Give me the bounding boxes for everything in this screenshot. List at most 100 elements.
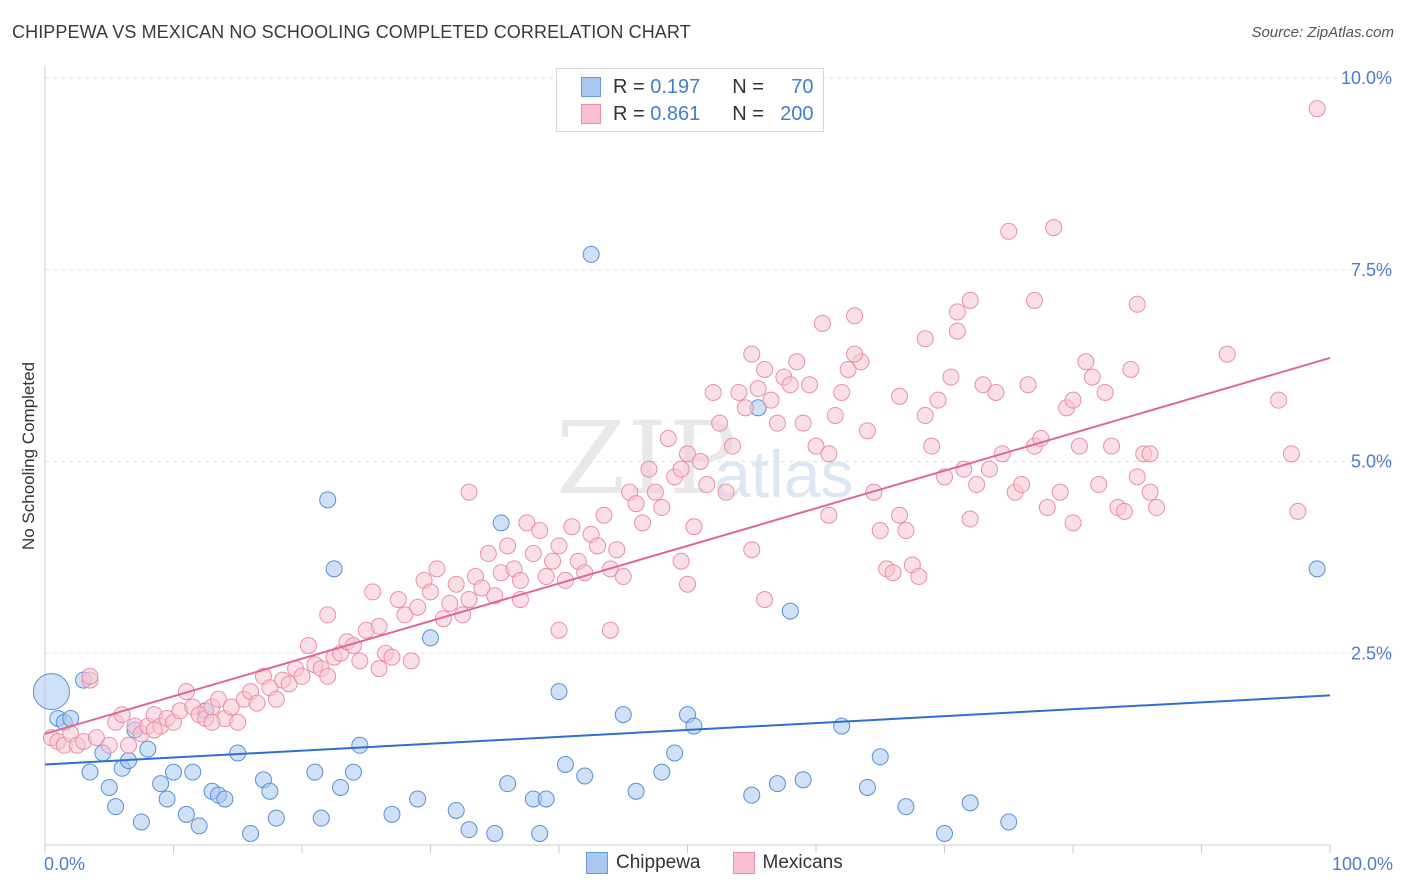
chippewa-point: [858, 778, 876, 796]
mexicans-point: [781, 376, 799, 394]
mexicans-point: [486, 587, 504, 605]
mexicans-point: [550, 621, 568, 639]
mexicans-point: [608, 541, 626, 559]
mexicans-point: [987, 383, 1005, 401]
mexicans-point: [820, 506, 838, 524]
mexicans-point: [839, 360, 857, 378]
chippewa-point: [383, 805, 401, 823]
mexicans-point: [672, 460, 690, 478]
legend-r-value: 0.861: [650, 102, 701, 125]
chippewa-point: [486, 824, 504, 842]
chippewa-point: [165, 763, 182, 781]
chippewa-point: [550, 683, 568, 701]
legend-swatch-mexicans: [581, 104, 601, 124]
chippewa-point: [409, 790, 427, 808]
mexicans-point: [511, 571, 529, 589]
mexicans-point: [1096, 383, 1114, 401]
mexicans-point: [891, 387, 909, 405]
series-label-mexicans: Mexicans: [762, 852, 843, 873]
chippewa-point: [492, 514, 510, 532]
mexicans-point: [396, 606, 414, 624]
chippewa-point: [312, 809, 330, 827]
chart-source: Source: ZipAtlas.com: [1251, 24, 1394, 41]
mexicans-point: [916, 406, 934, 424]
legend-row-chippewa: R = 0.197 N = 70: [581, 74, 814, 100]
mexicans-point: [1148, 499, 1166, 517]
mexicans-point: [389, 591, 407, 609]
chippewa-point: [216, 790, 234, 808]
mexicans-point: [1032, 429, 1050, 447]
chippewa-point: [1000, 813, 1018, 831]
mexicans-point: [1045, 219, 1063, 237]
mexicans-point: [120, 736, 138, 754]
mexicans-point: [556, 571, 574, 589]
chippewa-point: [460, 821, 478, 839]
mexicans-point: [293, 667, 311, 685]
mexicans-point: [788, 353, 806, 371]
mexicans-point: [634, 514, 652, 532]
mexicans-point: [923, 437, 941, 455]
mexicans-point: [441, 594, 459, 612]
mexicans-point: [871, 522, 889, 540]
chippewa-point: [768, 775, 786, 793]
mexicans-point: [428, 560, 446, 578]
mexicans-point: [299, 637, 317, 655]
legend-n-value: 200: [780, 102, 814, 125]
mexicans-point: [679, 575, 696, 593]
mexicans-point: [743, 345, 761, 363]
chart-title: CHIPPEWA VS MEXICAN NO SCHOOLING COMPLET…: [12, 22, 691, 42]
axes: [44, 66, 1331, 853]
mexicans-point: [640, 460, 658, 478]
legend-n-label: N =: [732, 102, 764, 125]
mexicans-point: [756, 360, 774, 378]
mexicans-point: [145, 721, 163, 739]
y-tick-label: 5.0%: [1351, 452, 1392, 472]
legend-n-value: 70: [791, 75, 814, 98]
mexicans-point: [1115, 502, 1133, 520]
mexicans-point: [479, 545, 497, 563]
mexicans-point: [402, 652, 420, 670]
mexicans-point: [544, 552, 562, 570]
mexicans-point: [203, 713, 221, 731]
mexicans-point: [820, 445, 838, 463]
y-tick-label: 2.5%: [1351, 643, 1392, 663]
mexicans-point: [646, 483, 664, 501]
mexicans-point: [100, 736, 118, 754]
mexicans-point: [447, 575, 465, 593]
mexicans-point: [1070, 437, 1088, 455]
mexicans-point: [1051, 483, 1069, 501]
mexicans-point: [884, 564, 902, 582]
mexicans-point: [704, 383, 722, 401]
mexicans-point: [1308, 100, 1326, 118]
mexicans-point: [460, 591, 478, 609]
mexicans-point: [1000, 222, 1018, 240]
mexicans-point: [1141, 445, 1159, 463]
mexicans-trend-line: [44, 356, 1331, 735]
legend-r-label: R =: [613, 75, 645, 98]
mexicans-point: [736, 399, 754, 417]
mexicans-point: [891, 506, 909, 524]
chippewa-point: [261, 782, 279, 800]
mexicans-point: [1282, 445, 1300, 463]
chippewa-point: [190, 817, 208, 835]
mexicans-point: [1122, 360, 1140, 378]
series-legend-chippewa: Chippewa: [586, 852, 701, 874]
mexicans-point: [730, 383, 748, 401]
mexicans-point: [1128, 295, 1146, 313]
mexicans-point: [948, 322, 966, 340]
series-swatch-chippewa: [586, 852, 608, 874]
mexicans-point: [563, 518, 581, 536]
mexicans-point: [955, 460, 973, 478]
chippewa-point: [936, 824, 953, 842]
mexicans-point: [685, 518, 703, 536]
chippewa-point: [871, 748, 889, 766]
chippewa-point: [132, 813, 150, 831]
mexicans-point: [717, 483, 735, 501]
mexicans-point: [749, 380, 767, 398]
trend-lines: [44, 356, 1331, 766]
chippewa-point: [897, 798, 915, 816]
mexicans-point: [1090, 476, 1108, 494]
mexicans-point: [422, 583, 439, 601]
mexicans-point: [807, 437, 825, 455]
